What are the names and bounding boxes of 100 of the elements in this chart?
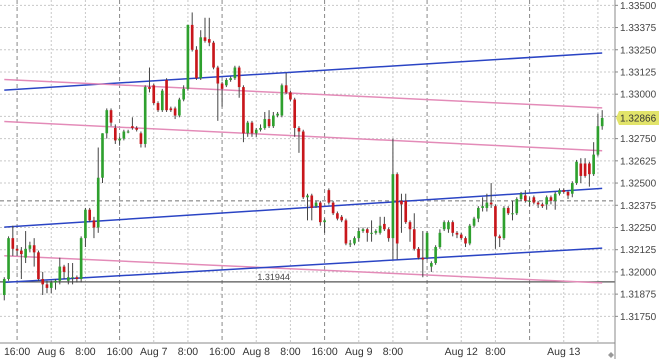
candlestick (122, 129, 126, 141)
candlestick (486, 193, 488, 212)
candlestick (238, 65, 240, 98)
y-tick-label: 1.32500 (620, 178, 657, 190)
candlestick (366, 226, 369, 242)
candlestick (152, 83, 156, 106)
candlestick (477, 206, 480, 223)
candlestick (208, 17, 211, 47)
text: 1.32866 (620, 114, 657, 125)
candlestick (105, 108, 108, 140)
y-tick-label: 1.33125 (620, 67, 657, 78)
candlestick (178, 97, 181, 118)
candlestick (592, 142, 595, 176)
candlestick (216, 65, 220, 122)
candlestick (71, 262, 74, 285)
y-tick-label: 1.31750 (620, 312, 657, 323)
candlestick (417, 246, 420, 260)
candlestick (570, 180, 574, 198)
y-tick-label: 1.33500 (620, 0, 657, 12)
candlestick (289, 90, 292, 102)
candlestick (524, 190, 527, 204)
candlestick (472, 216, 476, 228)
candlestick (88, 207, 92, 223)
candlestick (490, 182, 492, 208)
x-tick-label: 16:00 (311, 346, 338, 358)
candlestick (447, 220, 450, 234)
candlestick (468, 223, 472, 246)
candlestick (344, 218, 348, 246)
y-tick-label: 1.32625 (620, 156, 657, 168)
y-tick-label: 1.31875 (620, 290, 657, 301)
candlestick (114, 124, 117, 144)
y-tick-label: 1.33000 (620, 90, 657, 101)
candlestick (404, 193, 408, 224)
x-tick-label: 8:00 (382, 346, 404, 358)
candlestick (328, 188, 330, 205)
candlestick (28, 241, 32, 253)
candlestick (310, 193, 314, 221)
candlestick (131, 116, 134, 130)
candlestick (298, 126, 300, 154)
x-tick-label: Aug 13 (547, 346, 581, 358)
candlestick (554, 191, 557, 210)
y-tick-label: 1.32000 (620, 267, 657, 278)
candlestick (110, 108, 112, 127)
candlestick (67, 262, 70, 285)
candlestick (515, 196, 518, 216)
x-tick-label: 16:00 (4, 346, 30, 358)
candlestick (600, 110, 604, 130)
candlestick (357, 226, 360, 242)
candlestick (545, 194, 548, 210)
y-tick-label: 1.32375 (620, 200, 657, 212)
candlestick (156, 100, 160, 112)
candlestick (378, 216, 382, 236)
x-tick-label: Aug 6 (38, 346, 66, 358)
x-tick-label: 16:00 (208, 346, 236, 358)
candlestick (408, 220, 412, 242)
candlestick (575, 159, 578, 186)
candlestick (588, 161, 591, 188)
x-tick-label: 16:00 (106, 346, 133, 358)
candlestick (140, 131, 142, 148)
candlestick (24, 230, 27, 264)
candlestick (204, 17, 206, 44)
candlestick (246, 120, 250, 138)
x-tick-label: Aug 7 (140, 346, 168, 358)
candlestick (451, 220, 454, 237)
candlestick (58, 257, 62, 285)
candlestick (584, 158, 586, 178)
x-tick-label: 8:00 (280, 346, 301, 358)
candlestick (2, 276, 6, 301)
x-tick-label: Aug 12 (444, 346, 478, 358)
y-tick-label: 1.32125 (620, 245, 657, 256)
candlestick (438, 228, 442, 250)
candlestick (220, 81, 224, 108)
candlestick (20, 246, 23, 280)
candlestick (32, 238, 36, 268)
x-tick-label: 8:00 (485, 346, 506, 358)
candlestick (263, 111, 266, 130)
candlestick (160, 88, 164, 112)
candlestick (11, 225, 14, 256)
candlestick (306, 193, 309, 221)
x-tick-label: Aug 8 (242, 346, 270, 358)
candlestick (92, 216, 96, 239)
candlestick (580, 158, 582, 184)
candlestick (54, 278, 57, 290)
candlestick (318, 200, 322, 226)
candlestick (182, 84, 185, 102)
candlestick (370, 220, 373, 242)
candlestick (481, 196, 484, 212)
candlestick (430, 260, 433, 272)
ref-line-label: 1.31944 (257, 272, 290, 282)
candlestick (174, 106, 176, 120)
candlestick (46, 280, 48, 294)
x-tick-label: 8:00 (178, 346, 198, 358)
y-tick-label: 1.32750 (620, 134, 657, 146)
candlestick (41, 271, 44, 296)
candlestick (383, 216, 386, 232)
y-tick-label: 1.33250 (620, 45, 657, 56)
candlestick (62, 264, 66, 280)
y-tick-label: 1.32250 (620, 222, 657, 234)
candlestick (412, 212, 416, 252)
candlestick (332, 200, 334, 216)
